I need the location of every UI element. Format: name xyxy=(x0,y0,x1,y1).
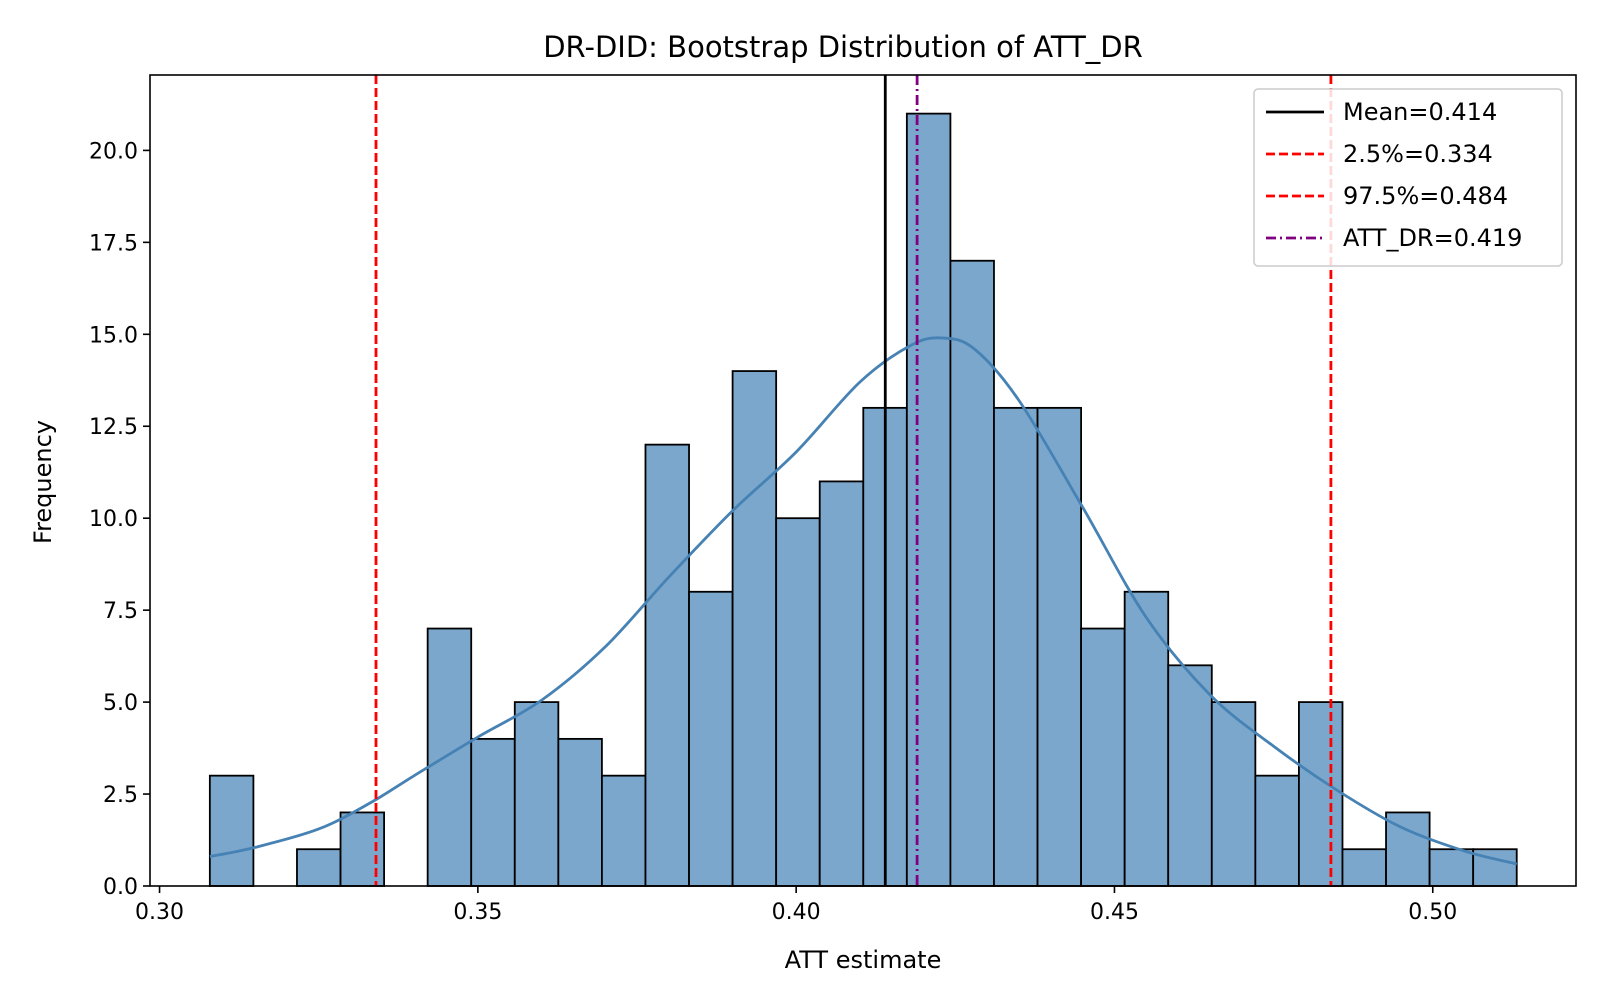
histogram-bar xyxy=(818,480,865,887)
legend: Mean=0.414 2.5%=0.334 97.5%=0.484 ATT_DR=0.… xyxy=(1253,88,1563,267)
histogram-bar xyxy=(949,259,995,887)
x-tick-label: 0.30 xyxy=(135,900,184,925)
histogram-bar xyxy=(557,737,603,887)
histogram-bar xyxy=(1080,627,1126,887)
histogram-bar xyxy=(470,737,516,887)
y-axis-label: Frequency xyxy=(29,420,57,544)
legend-label: Mean=0.414 xyxy=(1343,98,1497,126)
chart-title: DR-DID: Bootstrap Distribution of ATT_DR xyxy=(543,30,1143,64)
x-tick-label: 0.35 xyxy=(453,900,502,925)
y-tick-label: 10.0 xyxy=(89,507,138,532)
histogram-bar xyxy=(208,774,255,887)
histogram-bar xyxy=(644,443,690,887)
histogram-bar xyxy=(1428,848,1475,887)
y-tick-label: 0.0 xyxy=(103,875,138,900)
histogram-bar xyxy=(1167,664,1213,887)
kde-curve xyxy=(209,336,1518,866)
y-tick-label: 20.0 xyxy=(89,139,138,164)
histogram-bar xyxy=(296,848,342,887)
histogram-bar xyxy=(1123,590,1170,887)
histogram-bar xyxy=(1298,701,1344,887)
x-tick-label: 0.40 xyxy=(772,900,821,925)
y-tick-label: 2.5 xyxy=(103,783,138,808)
histogram-bar xyxy=(905,112,952,887)
histogram-bar xyxy=(1254,774,1300,887)
legend-label: ATT_DR=0.419 xyxy=(1343,224,1522,252)
histogram-bar xyxy=(1036,406,1083,887)
x-tick-label: 0.45 xyxy=(1090,900,1139,925)
kde-curve-group xyxy=(209,336,1518,866)
histogram-bar xyxy=(1341,848,1387,887)
legend-box xyxy=(1253,88,1563,267)
legend-label: 2.5%=0.334 xyxy=(1343,140,1493,168)
x-tick-label: 0.50 xyxy=(1408,900,1457,925)
plot-frame xyxy=(149,74,1577,887)
histogram-bar xyxy=(339,811,385,887)
legend-label: 97.5%=0.484 xyxy=(1343,182,1508,210)
histogram-bar xyxy=(775,517,821,887)
y-tick-label: 15.0 xyxy=(89,323,138,348)
y-tick-label: 17.5 xyxy=(89,231,138,256)
y-tick-label: 7.5 xyxy=(103,599,138,624)
histogram-bar xyxy=(731,370,778,887)
histogram-bar xyxy=(688,590,734,887)
y-tick-label: 12.5 xyxy=(89,415,138,440)
histogram-bar xyxy=(993,406,1039,887)
histogram-bar xyxy=(426,627,473,887)
histogram-bar xyxy=(513,701,560,887)
x-axis: 0.30 0.35 0.40 0.45 0.50 xyxy=(135,886,1457,925)
histogram-bar xyxy=(1210,701,1257,887)
histogram-bars xyxy=(208,112,1518,887)
y-axis: 0.0 2.5 5.0 7.5 10.0 12.5 15.0 17.5 20.0 xyxy=(89,139,150,900)
histogram-bar xyxy=(601,774,647,887)
y-tick-label: 5.0 xyxy=(103,691,138,716)
x-axis-label: ATT estimate xyxy=(785,946,942,974)
